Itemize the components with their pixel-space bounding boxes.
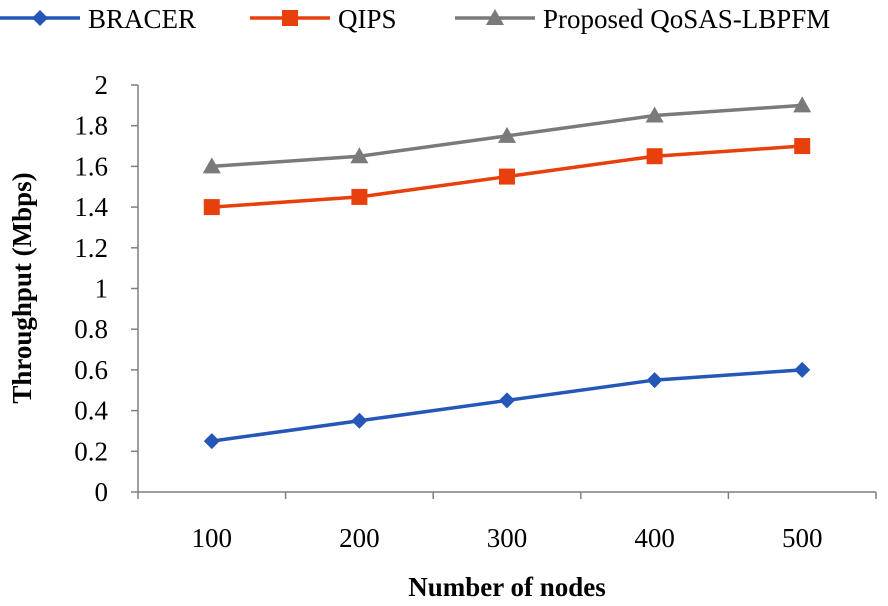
x-tick-label: 400	[634, 523, 675, 553]
x-tick-label: 300	[487, 523, 528, 553]
series-bracer	[203, 361, 811, 450]
data-point	[794, 361, 811, 378]
legend-label: BRACER	[88, 4, 196, 34]
y-tick-label: 0.8	[74, 314, 108, 344]
data-point	[794, 138, 811, 155]
y-tick-label: 0	[95, 477, 109, 507]
data-point	[793, 96, 812, 113]
y-tick-label: 1.2	[74, 233, 108, 263]
legend-marker	[282, 10, 298, 26]
legend-item: Proposed QoSAS-LBPFM	[455, 4, 830, 34]
legend-marker	[32, 10, 48, 26]
legend-label: QIPS	[338, 4, 397, 34]
series-layer	[202, 96, 812, 450]
data-point	[350, 147, 369, 164]
x-axis-title: Number of nodes	[408, 572, 606, 602]
y-tick-label: 0.6	[74, 355, 108, 385]
data-point	[203, 199, 220, 216]
y-tick-label: 1	[95, 274, 109, 304]
data-point	[645, 106, 664, 123]
data-point	[646, 148, 663, 165]
x-tick-label: 500	[782, 523, 823, 553]
legend-label: Proposed QoSAS-LBPFM	[543, 4, 830, 34]
data-point	[351, 412, 368, 429]
legend-item: BRACER	[0, 4, 196, 34]
data-point	[498, 126, 516, 143]
x-tick-label: 100	[192, 523, 233, 553]
y-tick-label: 0.2	[74, 436, 108, 466]
data-point	[203, 433, 220, 450]
legend-marker	[486, 9, 504, 25]
data-point	[646, 372, 663, 389]
y-tick-label: 1.8	[74, 111, 108, 141]
series-qips	[203, 138, 811, 216]
series-proposed-qosas-lbpfm	[202, 96, 812, 174]
data-point	[351, 188, 368, 205]
y-tick-label: 1.4	[74, 192, 108, 222]
x-tick-label: 200	[339, 523, 380, 553]
legend: BRACER QIPS Proposed QoSAS-LBPFM	[0, 4, 830, 34]
y-axis-title: Throughput (Mbps)	[7, 172, 37, 403]
y-tick-label: 0.4	[74, 396, 108, 426]
data-point	[202, 157, 221, 174]
axes: 0 0.2 0.4 0.6 0.8 1 1.2 1.4 1.6 1.8 2 100 200 300 400…	[74, 70, 877, 553]
y-tick-label: 2	[95, 70, 109, 100]
data-point	[499, 168, 515, 185]
data-point	[499, 392, 515, 409]
legend-item: QIPS	[250, 4, 397, 34]
y-tick-label: 1.6	[74, 151, 108, 181]
